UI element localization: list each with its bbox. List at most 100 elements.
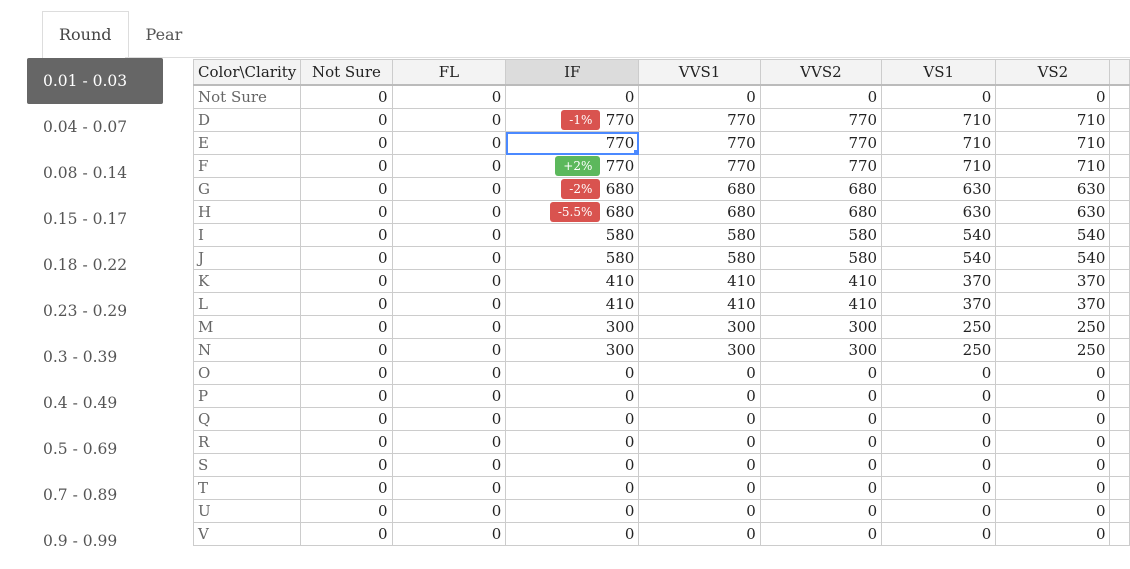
sidebar-item-carat-range[interactable]: 0.04 - 0.07 <box>43 118 128 136</box>
price-cell[interactable]: 0 <box>638 361 761 385</box>
column-header[interactable]: VVS1 <box>638 59 761 86</box>
price-cell[interactable]: 0 <box>638 407 761 431</box>
price-cell[interactable]: 410 <box>505 269 640 293</box>
row-header[interactable]: N <box>192 338 302 362</box>
price-cell[interactable]: 300 <box>638 338 761 362</box>
price-cell[interactable] <box>1109 430 1130 454</box>
price-cell[interactable]: 0 <box>391 223 507 247</box>
column-header[interactable] <box>1109 59 1130 86</box>
price-cell[interactable]: 580 <box>505 223 640 247</box>
price-cell[interactable]: 0 <box>881 430 997 454</box>
price-cell[interactable]: 680 <box>638 200 761 224</box>
price-cell[interactable]: 680 <box>759 177 883 201</box>
price-cell[interactable]: 0 <box>391 407 507 431</box>
price-cell[interactable]: 0 <box>759 430 883 454</box>
price-cell[interactable] <box>1109 108 1130 132</box>
row-header[interactable]: V <box>192 522 302 546</box>
price-cell[interactable]: 0 <box>881 361 997 385</box>
price-cell[interactable]: 0 <box>759 361 883 385</box>
row-header[interactable]: S <box>192 453 302 477</box>
price-cell[interactable]: 0 <box>995 430 1111 454</box>
price-cell[interactable] <box>1109 338 1130 362</box>
price-cell[interactable]: 0 <box>759 476 883 500</box>
price-cell[interactable]: 0 <box>995 384 1111 408</box>
price-cell[interactable]: 370 <box>881 269 997 293</box>
price-cell[interactable] <box>1109 131 1130 155</box>
row-header[interactable]: G <box>192 177 302 201</box>
price-cell[interactable]: 0 <box>391 338 507 362</box>
row-header[interactable]: I <box>192 223 302 247</box>
row-header[interactable]: Not Sure <box>192 84 302 109</box>
sidebar-item-carat-range[interactable]: 0.15 - 0.17 <box>43 210 128 228</box>
column-header[interactable]: VS1 <box>881 59 997 86</box>
price-cell[interactable]: 0 <box>300 223 393 247</box>
row-header[interactable]: L <box>192 292 302 316</box>
tab-pear[interactable]: Pear <box>145 25 183 44</box>
row-header[interactable]: Q <box>192 407 302 431</box>
price-cell[interactable] <box>1109 200 1130 224</box>
price-cell[interactable]: 0 <box>391 384 507 408</box>
price-cell[interactable]: 0 <box>995 499 1111 523</box>
sidebar-item-carat-range[interactable]: 0.23 - 0.29 <box>43 302 128 320</box>
price-cell[interactable]: 680 <box>759 200 883 224</box>
price-cell[interactable]: 0 <box>391 269 507 293</box>
price-cell[interactable]: 710 <box>995 131 1111 155</box>
price-cell[interactable]: 0 <box>300 384 393 408</box>
price-cell[interactable]: 0 <box>638 522 761 546</box>
price-cell[interactable] <box>1109 384 1130 408</box>
price-cell[interactable]: 580 <box>638 223 761 247</box>
column-header[interactable]: Color\Clarity <box>192 59 302 86</box>
price-cell[interactable]: 250 <box>995 315 1111 339</box>
price-cell[interactable]: 540 <box>881 246 997 270</box>
price-cell[interactable]: 0 <box>759 84 883 109</box>
price-cell[interactable]: 580 <box>759 246 883 270</box>
price-cell[interactable]: 250 <box>995 338 1111 362</box>
column-header[interactable]: FL <box>391 59 507 86</box>
price-cell[interactable]: 0 <box>759 499 883 523</box>
price-cell[interactable]: 770 <box>638 154 761 178</box>
price-cell[interactable]: 710 <box>995 154 1111 178</box>
row-header[interactable]: E <box>192 131 302 155</box>
price-cell[interactable]: 0 <box>300 499 393 523</box>
price-cell[interactable]: 0 <box>300 315 393 339</box>
price-cell[interactable]: 370 <box>881 292 997 316</box>
price-cell[interactable]: 680 -2% <box>505 177 640 201</box>
price-cell[interactable] <box>1109 361 1130 385</box>
price-cell[interactable] <box>1109 246 1130 270</box>
price-cell[interactable]: 580 <box>638 246 761 270</box>
price-cell[interactable]: 0 <box>391 292 507 316</box>
price-cell[interactable] <box>1109 269 1130 293</box>
price-cell[interactable]: 0 <box>638 384 761 408</box>
row-header[interactable]: K <box>192 269 302 293</box>
column-header[interactable]: Not Sure <box>300 59 393 86</box>
price-cell[interactable]: 540 <box>995 246 1111 270</box>
price-cell[interactable]: 370 <box>995 292 1111 316</box>
row-header[interactable]: H <box>192 200 302 224</box>
price-cell[interactable]: 0 <box>759 384 883 408</box>
price-cell[interactable]: 410 <box>638 269 761 293</box>
price-cell[interactable]: 410 <box>505 292 640 316</box>
row-header[interactable]: J <box>192 246 302 270</box>
price-cell[interactable]: 0 <box>881 407 997 431</box>
price-cell[interactable]: 0 <box>638 453 761 477</box>
price-cell[interactable]: 0 <box>300 407 393 431</box>
price-cell[interactable]: 0 <box>300 453 393 477</box>
price-cell[interactable]: 0 <box>505 453 640 477</box>
price-cell[interactable]: 410 <box>759 292 883 316</box>
price-cell[interactable]: 0 <box>638 430 761 454</box>
price-cell[interactable]: 0 <box>505 361 640 385</box>
price-cell[interactable]: 540 <box>881 223 997 247</box>
price-cell[interactable]: 0 <box>300 292 393 316</box>
price-cell[interactable]: 0 <box>505 522 640 546</box>
price-cell[interactable]: 0 <box>505 407 640 431</box>
price-cell[interactable]: 250 <box>881 338 997 362</box>
price-cell[interactable]: 0 <box>995 522 1111 546</box>
price-cell[interactable]: 0 <box>300 361 393 385</box>
column-header[interactable]: VVS2 <box>759 59 883 86</box>
price-cell[interactable]: 410 <box>759 269 883 293</box>
price-cell[interactable]: 0 <box>300 246 393 270</box>
price-cell[interactable]: 300 <box>638 315 761 339</box>
price-cell[interactable]: 0 <box>391 430 507 454</box>
sidebar-item-carat-range[interactable]: 0.7 - 0.89 <box>43 486 118 504</box>
price-cell[interactable]: 0 <box>505 430 640 454</box>
